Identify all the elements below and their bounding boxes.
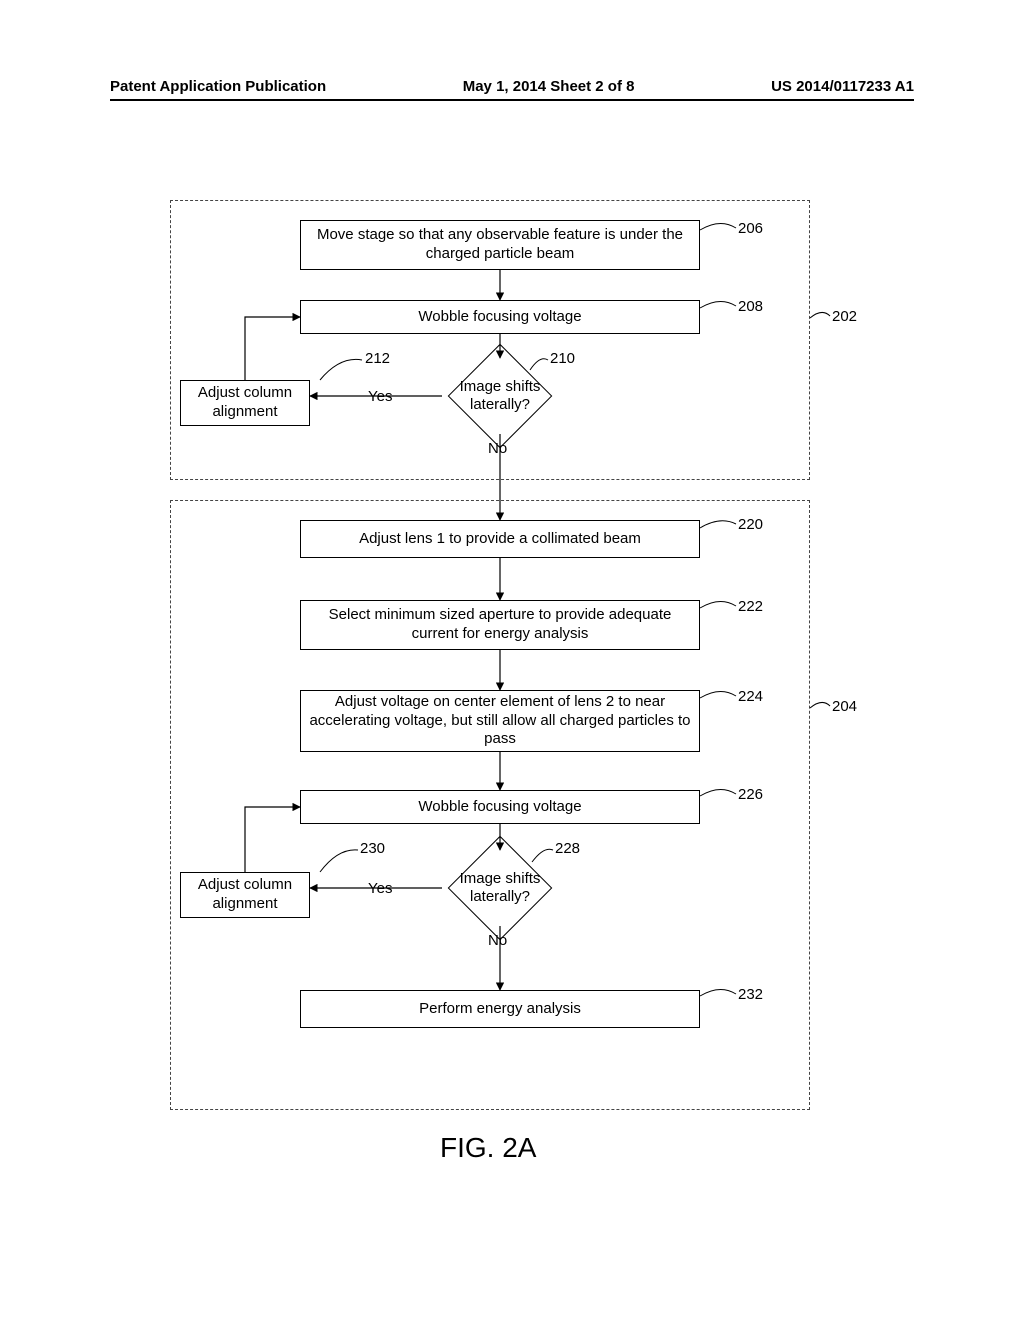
- step-226-label: Wobble focusing voltage: [418, 798, 581, 817]
- flowchart: Move stage so that any observable featur…: [170, 200, 860, 1140]
- step-206-label: Move stage so that any observable featur…: [309, 226, 691, 264]
- step-232: Perform energy analysis: [300, 990, 700, 1028]
- step-206: Move stage so that any observable featur…: [300, 220, 700, 270]
- step-230: Adjust column alignment: [180, 872, 310, 918]
- step-208: Wobble focusing voltage: [300, 300, 700, 334]
- ref-202: 202: [832, 308, 857, 325]
- yes-label-210: Yes: [368, 388, 392, 405]
- step-226: Wobble focusing voltage: [300, 790, 700, 824]
- step-222-label: Select minimum sized aperture to provide…: [309, 606, 691, 644]
- figure-caption: FIG. 2A: [440, 1132, 536, 1164]
- step-220: Adjust lens 1 to provide a collimated be…: [300, 520, 700, 558]
- step-212: Adjust column alignment: [180, 380, 310, 426]
- no-label-210: No: [488, 440, 507, 457]
- decision-228: Image shifts laterally?: [442, 848, 558, 928]
- header-center: May 1, 2014 Sheet 2 of 8: [463, 78, 635, 95]
- ref-228: 228: [555, 840, 580, 857]
- step-232-label: Perform energy analysis: [419, 1000, 581, 1019]
- decision-228-label: Image shifts laterally?: [442, 870, 558, 906]
- step-208-label: Wobble focusing voltage: [418, 308, 581, 327]
- no-label-228: No: [488, 932, 507, 949]
- header-right: US 2014/0117233 A1: [771, 78, 914, 95]
- step-212-label: Adjust column alignment: [189, 384, 301, 422]
- decision-210: Image shifts laterally?: [442, 356, 558, 436]
- ref-222: 222: [738, 598, 763, 615]
- ref-208: 208: [738, 298, 763, 315]
- ref-224: 224: [738, 688, 763, 705]
- ref-226: 226: [738, 786, 763, 803]
- step-224-label: Adjust voltage on center element of lens…: [309, 693, 691, 749]
- ref-232: 232: [738, 986, 763, 1003]
- ref-206: 206: [738, 220, 763, 237]
- yes-label-228: Yes: [368, 880, 392, 897]
- ref-230: 230: [360, 840, 385, 857]
- ref-212: 212: [365, 350, 390, 367]
- step-224: Adjust voltage on center element of lens…: [300, 690, 700, 752]
- step-222: Select minimum sized aperture to provide…: [300, 600, 700, 650]
- header-left: Patent Application Publication: [110, 78, 326, 95]
- decision-210-label: Image shifts laterally?: [442, 378, 558, 414]
- page-header: Patent Application Publication May 1, 20…: [110, 78, 914, 101]
- ref-210: 210: [550, 350, 575, 367]
- step-220-label: Adjust lens 1 to provide a collimated be…: [359, 530, 641, 549]
- ref-220: 220: [738, 516, 763, 533]
- step-230-label: Adjust column alignment: [189, 876, 301, 914]
- ref-204: 204: [832, 698, 857, 715]
